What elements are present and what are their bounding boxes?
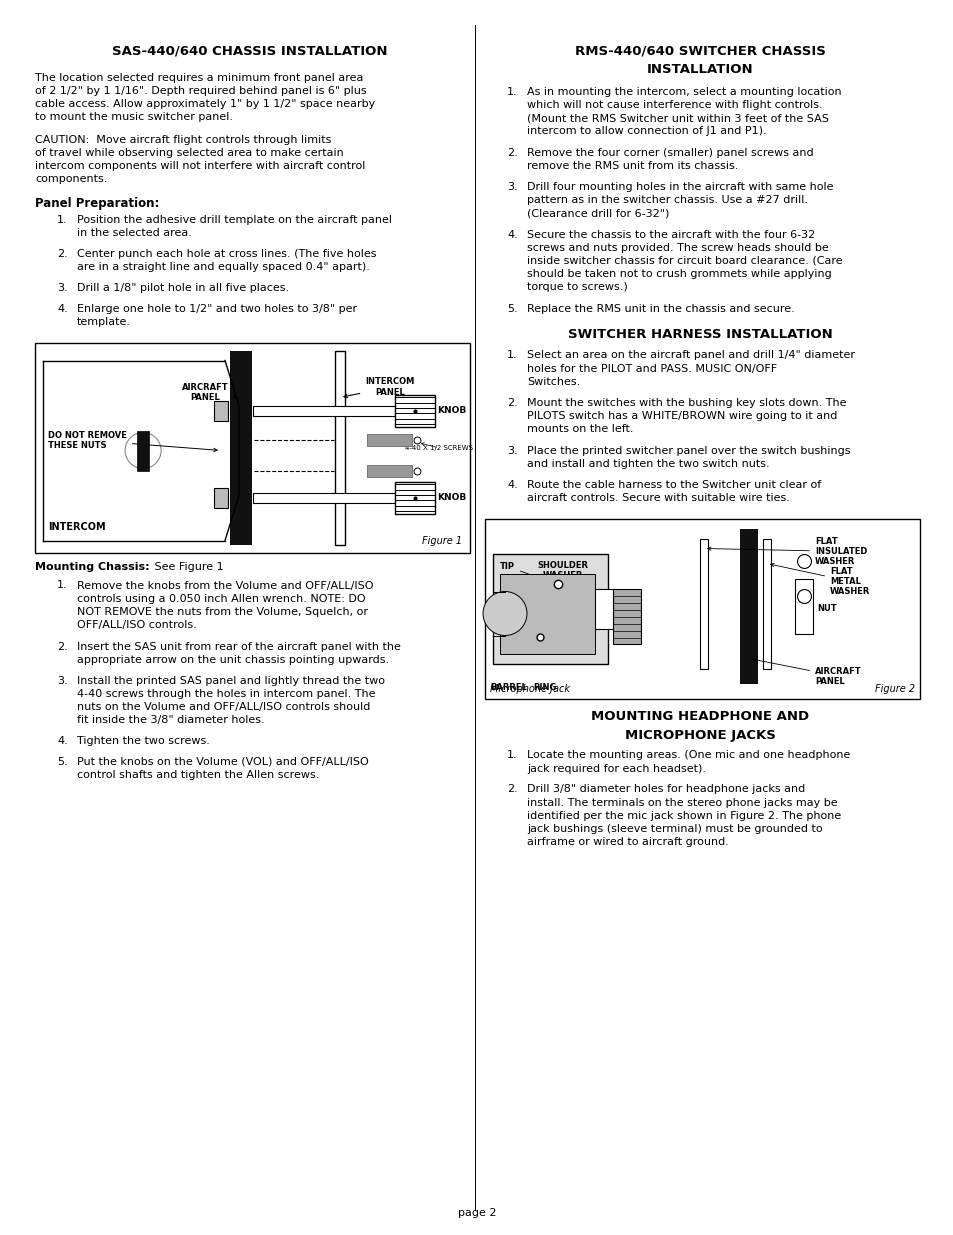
Text: TIP: TIP <box>499 562 551 583</box>
Text: CAUTION:  Move aircraft flight controls through limits
of travel while observing: CAUTION: Move aircraft flight controls t… <box>35 135 365 184</box>
Bar <box>367 433 412 446</box>
Bar <box>395 482 435 514</box>
Text: MOUNTING HEADPHONE AND: MOUNTING HEADPHONE AND <box>590 710 808 724</box>
Bar <box>794 578 812 634</box>
Text: Install the printed SAS panel and lightly thread the two
4-40 screws through the: Install the printed SAS panel and lightl… <box>77 676 385 725</box>
Text: 3.: 3. <box>57 283 68 293</box>
Text: Drill four mounting holes in the aircraft with same hole
pattern as in the switc: Drill four mounting holes in the aircraf… <box>526 182 833 219</box>
Bar <box>595 589 613 629</box>
Text: 4-40 X 1/2 SCREWS: 4-40 X 1/2 SCREWS <box>405 443 473 451</box>
Text: 5.: 5. <box>506 304 517 314</box>
Text: 1.: 1. <box>57 580 68 590</box>
Text: Tighten the two screws.: Tighten the two screws. <box>77 736 210 746</box>
Text: 1.: 1. <box>57 215 68 225</box>
Text: 4.: 4. <box>506 230 517 240</box>
Text: 3.: 3. <box>57 676 68 685</box>
Text: 2.: 2. <box>506 398 517 408</box>
Bar <box>762 538 770 668</box>
Text: KNOB: KNOB <box>436 406 466 415</box>
Bar <box>493 553 607 663</box>
Text: Enlarge one hole to 1/2" and two holes to 3/8" per
template.: Enlarge one hole to 1/2" and two holes t… <box>77 304 356 326</box>
Bar <box>253 405 395 415</box>
Text: Remove the knobs from the Volume and OFF/ALL/ISO
controls using a 0.050 inch All: Remove the knobs from the Volume and OFF… <box>77 580 374 630</box>
Text: 1.: 1. <box>506 751 517 761</box>
Text: 5.: 5. <box>57 757 68 767</box>
Text: Route the cable harness to the Switcher unit clear of
aircraft controls. Secure : Route the cable harness to the Switcher … <box>526 479 821 503</box>
Bar <box>137 431 149 471</box>
Text: page 2: page 2 <box>457 1208 496 1218</box>
Text: INSTALLATION: INSTALLATION <box>646 63 753 77</box>
Bar <box>484 519 919 699</box>
Text: Figure 2: Figure 2 <box>874 684 914 694</box>
Text: Mount the switches with the bushing key slots down. The
PILOTS switch has a WHIT: Mount the switches with the bushing key … <box>526 398 845 433</box>
Text: INTERCOM: INTERCOM <box>48 522 106 532</box>
Bar <box>35 342 470 552</box>
Bar <box>499 573 595 653</box>
Bar <box>367 464 412 477</box>
Text: Locate the mounting areas. (One mic and one headphone
jack required for each hea: Locate the mounting areas. (One mic and … <box>526 751 849 773</box>
Text: SAS-440/640 CHASSIS INSTALLATION: SAS-440/640 CHASSIS INSTALLATION <box>112 44 387 58</box>
Text: RING: RING <box>533 683 556 693</box>
Text: NUT: NUT <box>816 604 836 613</box>
Text: Microphone Jack: Microphone Jack <box>490 684 569 694</box>
Text: FLAT
INSULATED
WASHER: FLAT INSULATED WASHER <box>707 536 866 567</box>
Text: Select an area on the aircraft panel and drill 1/4" diameter
holes for the PILOT: Select an area on the aircraft panel and… <box>526 351 854 387</box>
Bar <box>613 589 640 643</box>
Text: 2.: 2. <box>57 641 68 652</box>
Circle shape <box>482 592 526 636</box>
Text: Drill 3/8" diameter holes for headphone jacks and
install. The terminals on the : Drill 3/8" diameter holes for headphone … <box>526 784 841 847</box>
Text: 2.: 2. <box>506 148 517 158</box>
Text: 4.: 4. <box>57 304 68 314</box>
Text: AIRCRAFT
PANEL: AIRCRAFT PANEL <box>181 383 236 401</box>
Bar <box>213 488 228 508</box>
Bar <box>740 529 758 683</box>
Text: BARREL: BARREL <box>490 683 526 693</box>
Text: See Figure 1: See Figure 1 <box>151 562 223 573</box>
Text: Place the printed switcher panel over the switch bushings
and install and tighte: Place the printed switcher panel over th… <box>526 446 850 468</box>
Text: DO NOT REMOVE
THESE NUTS: DO NOT REMOVE THESE NUTS <box>48 431 217 452</box>
Bar <box>700 538 707 668</box>
Bar <box>395 394 435 426</box>
Text: 1.: 1. <box>506 86 517 98</box>
Text: 2.: 2. <box>506 784 517 794</box>
Text: 3.: 3. <box>506 446 517 456</box>
Text: Replace the RMS unit in the chassis and secure.: Replace the RMS unit in the chassis and … <box>526 304 794 314</box>
Text: As in mounting the intercom, select a mounting location
which will not cause int: As in mounting the intercom, select a mo… <box>526 86 841 136</box>
Text: 4.: 4. <box>506 479 517 489</box>
Text: SHOULDER
WASHER: SHOULDER WASHER <box>537 561 600 611</box>
Bar <box>253 493 395 503</box>
Text: Drill a 1/8" pilot hole in all five places.: Drill a 1/8" pilot hole in all five plac… <box>77 283 289 293</box>
Text: INTERCOM
PANEL: INTERCOM PANEL <box>344 378 415 398</box>
Text: The location selected requires a minimum front panel area
of 2 1/2" by 1 1/16". : The location selected requires a minimum… <box>35 73 375 122</box>
Text: Position the adhesive drill template on the aircraft panel
in the selected area.: Position the adhesive drill template on … <box>77 215 392 238</box>
Text: 4.: 4. <box>57 736 68 746</box>
Text: Panel Preparation:: Panel Preparation: <box>35 198 159 210</box>
Bar <box>230 351 252 545</box>
Text: Secure the chassis to the aircraft with the four 6-32
screws and nuts provided. : Secure the chassis to the aircraft with … <box>526 230 841 291</box>
Text: RMS-440/640 SWITCHER CHASSIS: RMS-440/640 SWITCHER CHASSIS <box>574 44 824 58</box>
Text: 1.: 1. <box>506 351 517 361</box>
Text: Insert the SAS unit from rear of the aircraft panel with the
appropriate arrow o: Insert the SAS unit from rear of the air… <box>77 641 400 664</box>
Text: Put the knobs on the Volume (VOL) and OFF/ALL/ISO
control shafts and tighten the: Put the knobs on the Volume (VOL) and OF… <box>77 757 369 781</box>
Text: SWITCHER HARNESS INSTALLATION: SWITCHER HARNESS INSTALLATION <box>567 329 832 342</box>
Text: Figure 1: Figure 1 <box>421 536 461 547</box>
Text: AIRCRAFT
PANEL: AIRCRAFT PANEL <box>752 658 861 685</box>
Text: Center punch each hole at cross lines. (The five holes
are in a straight line an: Center punch each hole at cross lines. (… <box>77 249 376 272</box>
Text: Remove the four corner (smaller) panel screws and
remove the RMS unit from its c: Remove the four corner (smaller) panel s… <box>526 148 813 170</box>
Text: 3.: 3. <box>506 182 517 191</box>
Text: MICROPHONE JACKS: MICROPHONE JACKS <box>624 729 775 741</box>
Bar <box>213 400 228 420</box>
Text: 2.: 2. <box>57 249 68 259</box>
Text: FLAT
METAL
WASHER: FLAT METAL WASHER <box>770 563 869 597</box>
Bar <box>335 351 345 545</box>
Text: Mounting Chassis:: Mounting Chassis: <box>35 562 150 573</box>
Text: KNOB: KNOB <box>436 493 466 501</box>
